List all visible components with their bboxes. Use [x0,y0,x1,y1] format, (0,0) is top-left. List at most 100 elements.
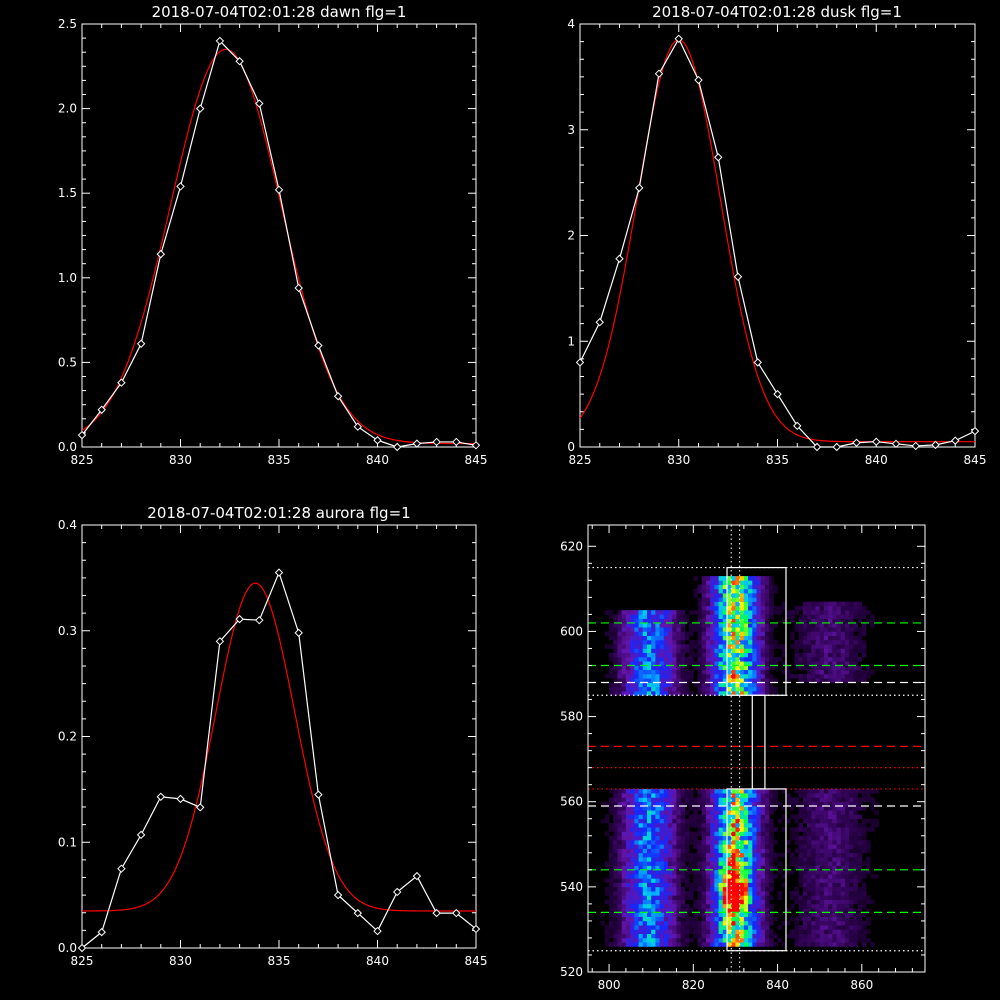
aurora-xtick-label: 845 [465,954,488,968]
heatmap-cell [870,788,875,794]
heatmap-cell [651,652,656,658]
heatmap-cell [769,840,774,845]
heatmap-cell [823,929,829,934]
heatmap-cell [794,674,799,679]
heatmap-cell [840,639,846,645]
heatmap-cell [621,891,627,896]
heatmap-cell [840,614,846,619]
heatmap-cell [798,674,804,679]
heatmap-cell [659,920,665,926]
heatmap-cell [794,605,799,611]
heatmap-cell [718,691,724,696]
heatmap-cell [613,916,618,922]
heatmap-cell [651,865,656,871]
heatmap-cell [655,861,660,866]
heatmap-cell [861,639,867,645]
heatmap-cell [807,840,812,845]
heatmap-cell [769,835,774,841]
heatmap-cell [689,805,694,811]
heatmap-cell [802,618,808,624]
heatmap-cell [836,891,842,896]
heatmap-cell [617,639,622,645]
heatmap-cell [638,899,644,905]
heatmap-cell [785,665,791,671]
heatmap-cell [836,605,842,611]
heatmap-cell [697,788,703,794]
heatmap-cell [621,635,627,641]
heatmap-cell [680,933,686,939]
heatmap-cell [756,942,762,947]
heatmap-cell [819,614,825,619]
heatmap-cell [697,610,703,615]
heatmap-cell [853,920,858,926]
heatmap-cell [617,908,622,913]
heatmap-cell [861,929,867,934]
heatmap-cell [739,601,745,607]
heatmap-cell [714,861,719,866]
heatmap-cell [739,861,745,866]
heatmap-cell [802,648,808,654]
heatmap-cell [659,810,665,815]
heatmap-cell [676,933,681,939]
heatmap-cell [769,631,774,636]
heatmap-cell [646,691,652,696]
heatmap-cell [655,852,660,858]
heatmap-cell [722,631,728,636]
heatmap-cell [760,801,766,807]
dawn-data-point [117,378,126,387]
heatmap-cell [870,827,875,832]
heatmap-cell [769,614,774,619]
heatmap-cell [634,788,639,794]
heatmap-cell [638,656,644,662]
heatmap-cell [815,618,820,624]
heatmap-cell [802,908,808,913]
heatmap-cell [836,627,842,632]
heatmap-cell [625,895,631,900]
heatmap-cell [689,627,694,632]
heatmap-cell [718,682,724,688]
heatmap-cell [663,942,669,947]
heatmap-cell [840,788,846,794]
heatmap-cell [668,823,673,828]
heatmap-cell [638,618,644,624]
heatmap-cell [701,576,707,581]
heatmap-cell [823,848,829,854]
heatmap-cell [756,580,762,585]
heatmap-cell [815,610,820,615]
heatmap-cell [727,691,732,696]
heatmap-cell [705,665,711,671]
heatmap-cell [781,882,787,888]
heatmap-cell [861,861,867,866]
dawn-data-line [81,39,477,448]
heatmap-cell [701,593,707,598]
heatmap-cell [756,648,762,654]
heatmap-cell [655,878,660,883]
heatmap-cell [705,908,711,913]
heatmap-cell [701,916,707,922]
heatmap-cell [735,797,740,803]
heatmap-cell [815,631,820,636]
heatmap-cell [819,805,825,811]
heatmap-cell [811,835,816,841]
heatmap-cell [840,618,846,624]
aurora-data-point [432,908,441,918]
heatmap-cell [731,899,736,905]
heatmap-cell [815,810,820,815]
heatmap-cell [613,848,618,854]
heatmap-cell [718,593,724,598]
heatmap-cell [832,861,837,866]
heatmap-cell [802,639,808,645]
heatmap-cell [705,691,711,696]
heatmap-cell [844,805,850,811]
heatmap-cell [646,916,652,922]
heatmap-cell [823,831,829,837]
heatmap-cell [828,823,833,828]
heatmap-cell [748,648,753,654]
heatmap-cell [714,635,719,641]
heatmap-cell [684,635,690,641]
heatmap-cell [634,618,639,624]
heatmap-cell [625,933,631,939]
heatmap-cell [769,588,774,594]
heatmap-cell [764,635,770,641]
heatmap-cell [811,882,816,888]
